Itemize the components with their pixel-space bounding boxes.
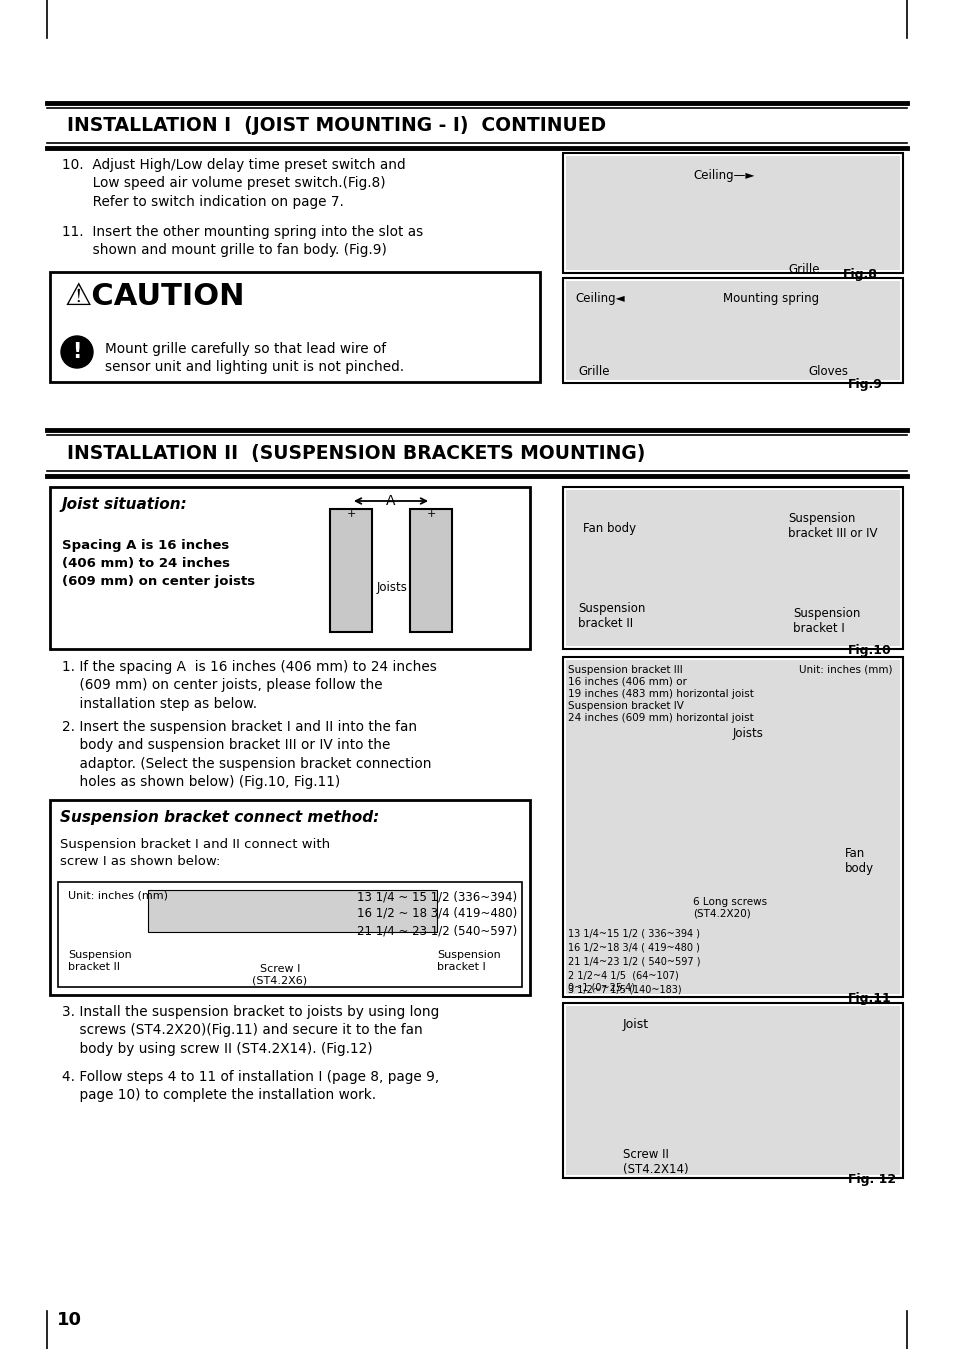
Text: Fig.8: Fig.8: [842, 268, 877, 281]
Text: Fig. 12: Fig. 12: [847, 1174, 895, 1186]
Bar: [58, 882, 521, 987]
Text: +: +: [426, 509, 436, 519]
Text: 16 1/2~18 3/4 ( 419~480 ): 16 1/2~18 3/4 ( 419~480 ): [567, 943, 700, 952]
Bar: [562, 657, 902, 997]
Bar: [565, 1006, 899, 1175]
Text: Fan body: Fan body: [582, 522, 636, 536]
Text: Suspension bracket I and II connect with
screw I as shown below:: Suspension bracket I and II connect with…: [60, 838, 330, 867]
Text: Suspension
bracket II: Suspension bracket II: [578, 602, 644, 630]
Bar: [562, 487, 902, 649]
Text: Fig.11: Fig.11: [847, 992, 891, 1005]
Text: 21 1/4~23 1/2 ( 540~597 ): 21 1/4~23 1/2 ( 540~597 ): [567, 956, 700, 967]
Text: Joist situation:: Joist situation:: [62, 496, 188, 513]
Text: Unit: inches (mm): Unit: inches (mm): [68, 890, 168, 900]
Text: INSTALLATION I  (JOIST MOUNTING - I)  CONTINUED: INSTALLATION I (JOIST MOUNTING - I) CONT…: [67, 116, 605, 135]
Text: Fig.10: Fig.10: [847, 643, 891, 657]
Text: Joists: Joists: [376, 580, 408, 594]
Text: Suspension
bracket III or IV: Suspension bracket III or IV: [787, 513, 877, 540]
Text: +: +: [346, 509, 355, 519]
Circle shape: [61, 336, 92, 368]
Text: Gloves: Gloves: [807, 366, 847, 378]
Bar: [565, 281, 899, 380]
Text: Ceiling—►: Ceiling—►: [692, 169, 754, 182]
Bar: [565, 156, 899, 270]
Text: INSTALLATION II  (SUSPENSION BRACKETS MOUNTING): INSTALLATION II (SUSPENSION BRACKETS MOU…: [67, 444, 644, 463]
Text: 1. If the spacing A  is 16 inches (406 mm) to 24 inches
    (609 mm) on center j: 1. If the spacing A is 16 inches (406 mm…: [62, 660, 436, 711]
Text: Mount grille carefully so that lead wire of
sensor unit and lighting unit is not: Mount grille carefully so that lead wire…: [105, 343, 404, 375]
Text: 3. Install the suspension bracket to joists by using long
    screws (ST4.2X20)(: 3. Install the suspension bracket to joi…: [62, 1005, 438, 1056]
Bar: [562, 278, 902, 383]
Text: 2. Insert the suspension bracket I and II into the fan
    body and suspension b: 2. Insert the suspension bracket I and I…: [62, 720, 431, 789]
Text: 6 Long screws
(ST4.2X20): 6 Long screws (ST4.2X20): [692, 897, 766, 919]
Text: 19 inches (483 mm) horizontal joist: 19 inches (483 mm) horizontal joist: [567, 689, 753, 699]
Bar: [50, 487, 530, 649]
Text: Unit: inches (mm): Unit: inches (mm): [799, 665, 892, 674]
Bar: [562, 1004, 902, 1178]
Bar: [562, 152, 902, 272]
Bar: [50, 800, 530, 996]
Text: 11.  Insert the other mounting spring into the slot as
       shown and mount gr: 11. Insert the other mounting spring int…: [62, 225, 423, 258]
Text: Suspension bracket connect method:: Suspension bracket connect method:: [60, 809, 379, 826]
Text: Ceiling◄: Ceiling◄: [575, 291, 624, 305]
Text: Grille: Grille: [787, 263, 819, 277]
Text: Grille: Grille: [578, 366, 609, 378]
Text: Suspension bracket IV: Suspension bracket IV: [567, 701, 683, 711]
Text: 2 1/2~4 1/5  (64~107): 2 1/2~4 1/5 (64~107): [567, 971, 678, 981]
Text: Fig.9: Fig.9: [847, 378, 882, 391]
Text: ⚠CAUTION: ⚠CAUTION: [65, 282, 245, 312]
Text: Mounting spring: Mounting spring: [722, 291, 819, 305]
Text: Screw I
(ST4.2X6): Screw I (ST4.2X6): [253, 965, 307, 986]
Bar: [148, 890, 436, 932]
Text: Joists: Joists: [732, 727, 763, 741]
Bar: [330, 509, 372, 631]
Text: Suspension
bracket I: Suspension bracket I: [436, 950, 500, 971]
Bar: [565, 490, 899, 646]
Text: 4. Follow steps 4 to 11 of installation I (page 8, page 9,
    page 10) to compl: 4. Follow steps 4 to 11 of installation …: [62, 1070, 438, 1102]
Text: 16 inches (406 mm) or: 16 inches (406 mm) or: [567, 677, 686, 687]
Text: 10.  Adjust High/Low delay time preset switch and
       Low speed air volume pr: 10. Adjust High/Low delay time preset sw…: [62, 158, 405, 209]
Text: Screw II
(ST4.2X14): Screw II (ST4.2X14): [622, 1148, 688, 1176]
Bar: [565, 660, 899, 994]
Text: Suspension
bracket I: Suspension bracket I: [792, 607, 860, 635]
Text: Fan
body: Fan body: [844, 847, 873, 876]
Text: 24 inches (609 mm) horizontal joist: 24 inches (609 mm) horizontal joist: [567, 714, 753, 723]
Text: Suspension
bracket II: Suspension bracket II: [68, 950, 132, 971]
Text: Spacing A is 16 inches
(406 mm) to 24 inches
(609 mm) on center joists: Spacing A is 16 inches (406 mm) to 24 in…: [62, 540, 254, 588]
Text: !: !: [72, 343, 82, 362]
Text: 0~1 (0~25.4): 0~1 (0~25.4): [567, 982, 635, 992]
Text: Suspension bracket III: Suspension bracket III: [567, 665, 682, 674]
Text: 10: 10: [57, 1311, 82, 1329]
Text: 13 1/4 ~ 15 1/2 (336~394)
16 1/2 ~ 18 3/4 (419~480)
21 1/4 ~ 23 1/2 (540~597): 13 1/4 ~ 15 1/2 (336~394) 16 1/2 ~ 18 3/…: [356, 890, 517, 938]
Text: 13 1/4~15 1/2 ( 336~394 ): 13 1/4~15 1/2 ( 336~394 ): [567, 929, 700, 939]
Text: 3 1/2~7 1/5 (140~183): 3 1/2~7 1/5 (140~183): [567, 985, 680, 996]
Bar: [410, 509, 452, 631]
Text: Joist: Joist: [622, 1018, 648, 1031]
Bar: [50, 272, 539, 382]
Text: A: A: [386, 494, 395, 509]
